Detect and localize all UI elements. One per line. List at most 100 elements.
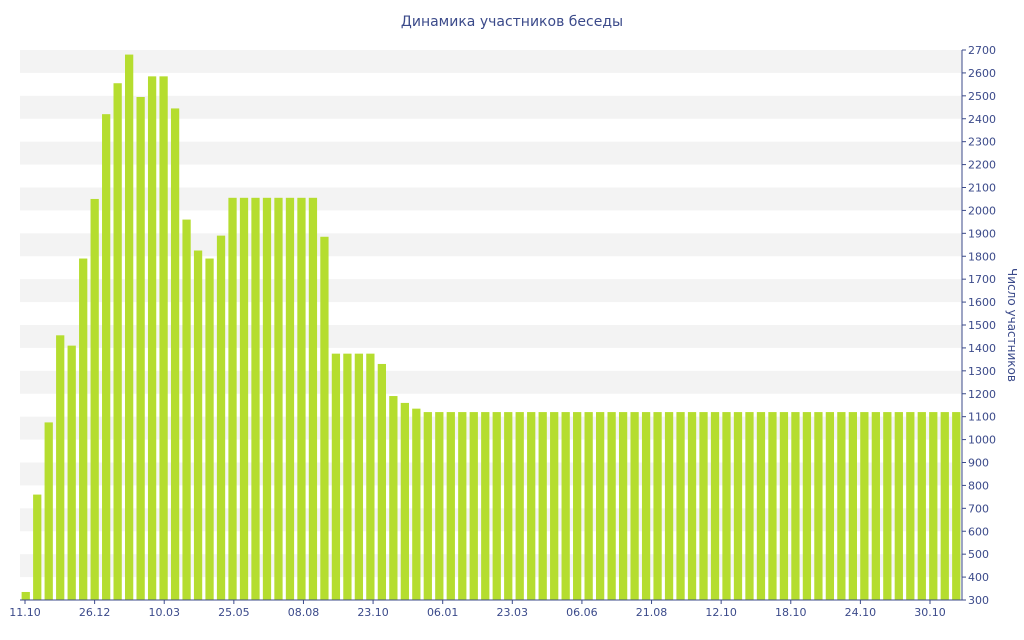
bar — [584, 412, 593, 600]
bar — [641, 412, 651, 600]
grid-band — [20, 50, 962, 73]
bar — [837, 412, 846, 600]
y-tick-label: 500 — [968, 548, 989, 561]
y-tick-label: 2700 — [968, 44, 996, 57]
bar — [56, 335, 65, 600]
bar — [90, 198, 99, 600]
x-tick-label: 12.10 — [705, 606, 737, 619]
x-tick-label: 10.03 — [148, 606, 180, 619]
bar — [147, 76, 157, 601]
y-tick-label: 2100 — [968, 182, 996, 195]
x-tick-label: 21.08 — [636, 606, 668, 619]
bar — [251, 197, 260, 600]
y-tick-label: 1000 — [968, 434, 996, 447]
bar — [733, 412, 743, 600]
bar — [469, 412, 478, 600]
y-axis-ticks: 300 400 500 600 700 800 900 1000 1100 1200 1300 140… — [962, 44, 996, 607]
bar — [216, 235, 226, 601]
bar — [67, 345, 76, 601]
bar — [940, 412, 949, 600]
bar — [550, 412, 559, 600]
bar — [423, 412, 432, 600]
bar — [917, 412, 926, 600]
y-tick-label: 1600 — [968, 296, 996, 309]
bar — [618, 412, 628, 600]
x-tick-label: 06.06 — [566, 606, 598, 619]
bar — [722, 412, 731, 600]
y-tick-label: 1700 — [968, 273, 996, 286]
y-tick-label: 1400 — [968, 342, 996, 355]
y-tick-label: 2400 — [968, 113, 996, 126]
bar — [458, 412, 467, 600]
bar — [630, 412, 639, 600]
y-tick-label: 400 — [968, 571, 989, 584]
bar — [848, 412, 857, 600]
bar — [125, 54, 134, 600]
x-tick-label: 08.08 — [288, 606, 320, 619]
bar — [527, 412, 536, 600]
bar — [102, 114, 111, 601]
y-tick-label: 2200 — [968, 159, 996, 172]
bar — [538, 412, 547, 600]
y-tick-label: 2600 — [968, 67, 996, 80]
bar — [79, 258, 88, 600]
x-tick-label: 25.05 — [218, 606, 250, 619]
bar — [710, 412, 720, 600]
bar — [170, 108, 180, 600]
bar — [687, 412, 697, 600]
bar — [929, 412, 938, 600]
bar — [389, 396, 398, 600]
bar — [481, 412, 490, 600]
x-tick-label: 23.03 — [497, 606, 529, 619]
bar — [136, 96, 145, 600]
bar — [745, 412, 754, 600]
bar — [285, 197, 295, 600]
bar — [894, 412, 903, 600]
bar — [791, 412, 800, 600]
y-tick-label: 1800 — [968, 250, 996, 263]
bar — [676, 412, 685, 600]
bar — [653, 412, 662, 600]
bar — [377, 363, 386, 600]
grid-band — [20, 141, 962, 165]
bar — [802, 412, 812, 600]
bar — [297, 197, 306, 600]
y-tick-label: 300 — [968, 594, 989, 607]
bar — [814, 412, 823, 600]
bar — [354, 353, 364, 600]
x-axis-ticks: 11.10 26.12 10.03 25.05 08.08 23.10 06.01 23.03… — [9, 600, 946, 619]
bars-group — [21, 54, 961, 601]
bar — [607, 412, 616, 600]
bar — [320, 236, 329, 600]
bar — [756, 412, 766, 600]
y-tick-label: 1900 — [968, 227, 996, 240]
x-tick-label: 24.10 — [845, 606, 877, 619]
chart-title: Динамика участников беседы — [400, 14, 624, 30]
bar — [664, 412, 674, 600]
bar — [159, 76, 168, 601]
bar — [435, 412, 444, 600]
bar — [412, 408, 421, 600]
x-tick-label: 18.10 — [775, 606, 807, 619]
bar — [44, 422, 53, 600]
bar — [596, 412, 605, 600]
y-tick-label: 1300 — [968, 365, 996, 378]
bar — [331, 353, 341, 600]
y-tick-label: 900 — [968, 457, 989, 470]
y-tick-label: 1500 — [968, 319, 996, 332]
bar — [239, 197, 249, 600]
bar — [205, 258, 214, 600]
x-tick-label: 11.10 — [9, 606, 41, 619]
y-tick-label: 1100 — [968, 411, 996, 424]
grid-band — [20, 95, 962, 119]
bar — [515, 412, 524, 600]
bar — [274, 197, 283, 600]
y-tick-label: 2300 — [968, 136, 996, 149]
bar — [193, 250, 203, 600]
bar — [825, 412, 835, 600]
x-tick-label: 26.12 — [79, 606, 111, 619]
y-tick-label: 600 — [968, 525, 989, 538]
bar — [308, 197, 318, 600]
bar — [366, 353, 375, 600]
